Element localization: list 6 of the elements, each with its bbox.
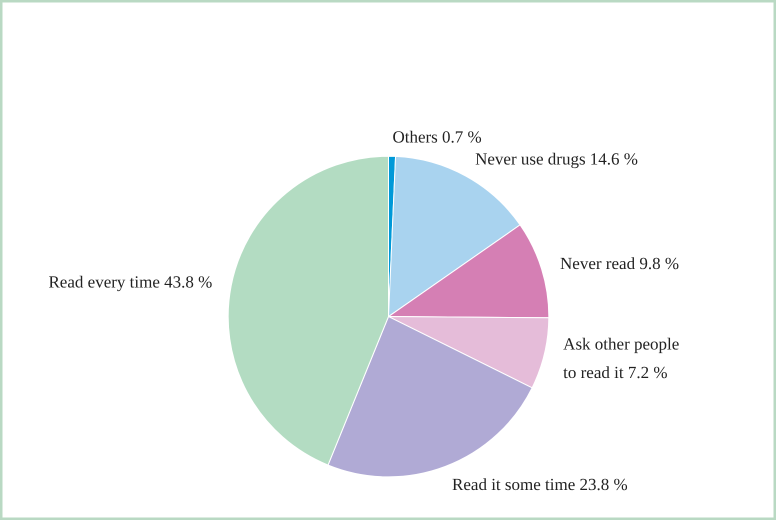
slice-label: Read every time 43.8 %	[48, 272, 212, 292]
slice-label: Never read 9.8 %	[560, 254, 679, 273]
slice-label: Never use drugs 14.6 %	[475, 150, 638, 169]
slice-label: Read it some time 23.8 %	[452, 475, 628, 494]
slice-label: Others 0.7 %	[392, 127, 482, 146]
slice-label: Ask other people to read it 7.2 %	[563, 334, 680, 382]
